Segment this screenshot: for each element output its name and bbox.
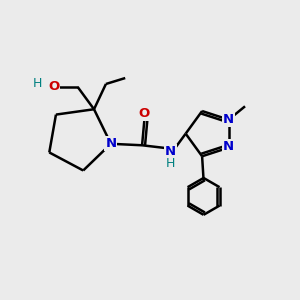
Text: H: H: [33, 77, 43, 90]
Text: O: O: [139, 107, 150, 120]
Text: O: O: [48, 80, 59, 94]
Text: N: N: [223, 140, 234, 153]
Text: N: N: [105, 137, 116, 150]
Text: N: N: [165, 145, 176, 158]
Text: N: N: [223, 113, 234, 126]
Text: H: H: [166, 157, 175, 169]
